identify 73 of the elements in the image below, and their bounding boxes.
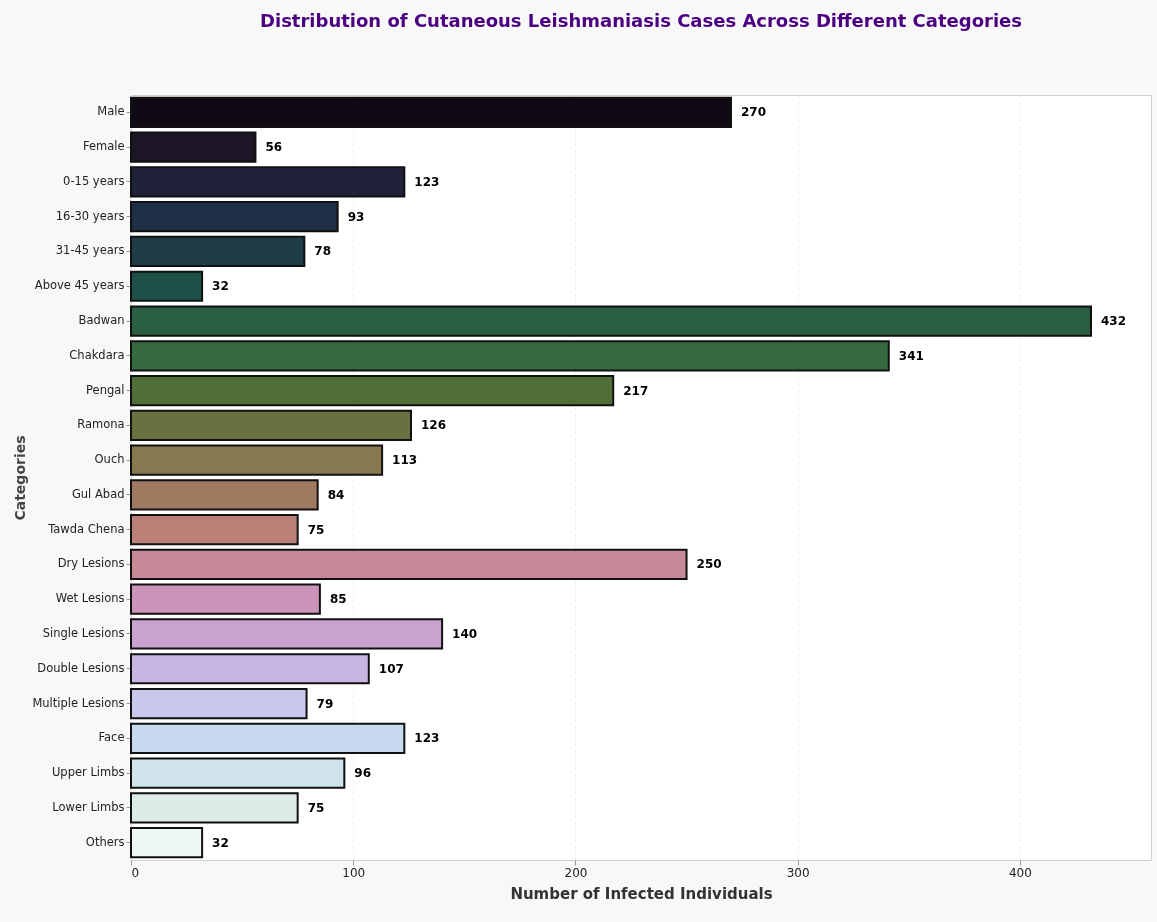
bar bbox=[130, 374, 615, 407]
bar bbox=[130, 166, 406, 198]
bar bbox=[130, 201, 339, 233]
y-tick-label: Badwan bbox=[78, 313, 125, 328]
y-tick-label: Face bbox=[98, 730, 125, 745]
data-label: 250 bbox=[696, 557, 722, 572]
y-tick-label: Female bbox=[82, 139, 125, 154]
y-tick-label: 0-15 years bbox=[63, 173, 125, 188]
y-tick-label: 31-45 years bbox=[55, 243, 125, 258]
bar bbox=[130, 270, 204, 302]
bar bbox=[130, 722, 406, 754]
bar bbox=[130, 444, 384, 476]
data-label: 93 bbox=[347, 209, 365, 224]
bar bbox=[130, 618, 444, 650]
y-tick-label: Single Lesions bbox=[42, 625, 125, 640]
data-label: 84 bbox=[327, 487, 345, 502]
data-label: 217 bbox=[623, 383, 649, 398]
y-tick-label: Gul Abad bbox=[71, 486, 125, 501]
x-tick-label: 400 bbox=[1008, 865, 1032, 880]
data-label: 96 bbox=[354, 766, 372, 781]
bar bbox=[130, 96, 732, 128]
y-tick-label: Double Lesions bbox=[37, 660, 125, 675]
data-label: 140 bbox=[452, 626, 478, 641]
data-label: 79 bbox=[316, 696, 334, 711]
y-tick-label: Above 45 years bbox=[34, 278, 125, 293]
data-label: 107 bbox=[378, 661, 404, 676]
chart-title: Distribution of Cutaneous Leishmaniasis Cases Across Different Categories bbox=[260, 10, 1022, 31]
bar bbox=[130, 409, 412, 441]
bar bbox=[130, 305, 1092, 337]
y-tick-label: Male bbox=[97, 104, 125, 119]
y-tick-label: Lower Limbs bbox=[52, 799, 125, 814]
data-label: 32 bbox=[212, 279, 229, 294]
data-label: 432 bbox=[1101, 314, 1127, 329]
data-label: 75 bbox=[307, 522, 325, 537]
data-label: 78 bbox=[314, 244, 332, 259]
bar bbox=[130, 235, 306, 268]
data-label: 32 bbox=[212, 835, 229, 850]
bar bbox=[130, 792, 299, 824]
x-tick-label: 200 bbox=[564, 865, 588, 880]
bar bbox=[130, 131, 257, 163]
x-tick-label: 0 bbox=[131, 865, 140, 880]
bar bbox=[130, 479, 319, 511]
data-label: 56 bbox=[265, 140, 283, 155]
data-label: 75 bbox=[307, 800, 325, 815]
data-label: 113 bbox=[392, 453, 418, 468]
x-tick-label: 300 bbox=[786, 865, 810, 880]
data-label: 270 bbox=[741, 105, 767, 120]
y-tick-label: Wet Lesions bbox=[55, 591, 125, 606]
bar bbox=[130, 583, 321, 615]
y-tick-label: Multiple Lesions bbox=[32, 695, 125, 710]
y-tick-label: Pengal bbox=[86, 382, 125, 397]
data-label: 341 bbox=[898, 348, 924, 363]
data-label: 85 bbox=[329, 592, 347, 607]
y-tick-label: Others bbox=[85, 834, 125, 849]
y-tick-label: Dry Lesions bbox=[57, 556, 125, 571]
bar bbox=[130, 757, 346, 789]
y-axis-title: Categories bbox=[12, 435, 29, 521]
bar bbox=[130, 687, 308, 720]
bar bbox=[130, 548, 688, 581]
bar bbox=[130, 340, 890, 372]
y-tick-label: Upper Limbs bbox=[51, 765, 125, 780]
bar bbox=[130, 514, 299, 546]
y-tick-label: Chakdara bbox=[69, 347, 125, 362]
data-label: 126 bbox=[421, 418, 447, 433]
y-tick-label: Ramona bbox=[77, 417, 125, 432]
x-axis-title: Number of Infected Individuals bbox=[510, 884, 773, 903]
data-label: 123 bbox=[414, 174, 440, 189]
y-tick-label: Ouch bbox=[94, 452, 125, 467]
bar bbox=[130, 653, 370, 685]
y-tick-label: 16-30 years bbox=[55, 208, 125, 223]
y-tick-label: Tawda Chena bbox=[47, 521, 125, 536]
x-tick-label: 100 bbox=[342, 865, 366, 880]
data-label: 123 bbox=[414, 731, 440, 746]
